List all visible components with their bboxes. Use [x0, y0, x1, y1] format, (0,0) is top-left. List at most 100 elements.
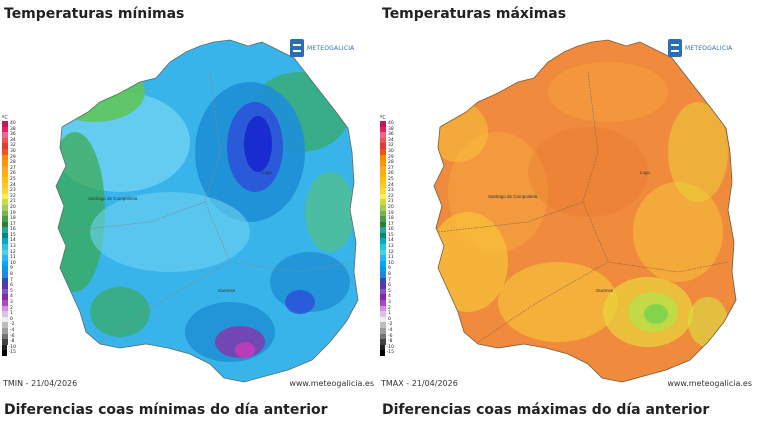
legend-label: 23 [10, 188, 16, 194]
legend-label: -6 [10, 333, 15, 339]
legend-swatch [380, 316, 386, 323]
place-label-santiago: Santiago de Compostela [88, 196, 138, 201]
temperature-zone [548, 62, 668, 122]
temperature-zone [56, 62, 145, 122]
legend-entry: -2 [380, 322, 394, 328]
legend-swatch [380, 238, 386, 245]
legend-label: 14 [10, 238, 16, 244]
source-link[interactable]: www.meteogalicia.es [667, 379, 752, 388]
legend-entry: 28 [2, 160, 16, 166]
legend-entry: 19 [2, 210, 16, 217]
legend-label: 29 [10, 154, 16, 160]
legend-label: 15 [10, 232, 16, 238]
legend-label: 40 [388, 121, 394, 126]
legend-entry: 0 [380, 316, 394, 323]
province-border [204, 71, 351, 273]
legend-swatch [380, 327, 386, 334]
legend-label: 17 [10, 221, 16, 227]
legend-entry: 6 [380, 283, 394, 289]
legend-entry: 5 [2, 288, 16, 295]
panel-title: Temperaturas mínimas [4, 6, 185, 22]
legend-entry: 1 [2, 311, 16, 317]
legend-swatch [2, 277, 8, 284]
legend-swatch [2, 154, 8, 161]
meteogalicia-logo-icon [290, 39, 304, 57]
legend-label: -2 [10, 322, 15, 328]
legend-label: 26 [10, 171, 16, 177]
legend-label: 40 [10, 121, 16, 126]
legend-swatch [2, 255, 8, 261]
legend-swatch [2, 216, 8, 222]
legend-swatch [380, 176, 386, 183]
legend-label: 29 [388, 154, 394, 160]
legend-swatch [2, 244, 8, 250]
legend-entry: 19 [380, 210, 394, 217]
legend-swatch [2, 160, 8, 166]
place-label-lugo: Lugo [640, 170, 651, 175]
legend-entry: 26 [380, 171, 394, 177]
temperature-zone [90, 287, 150, 337]
legend-entry: 25 [380, 176, 394, 183]
legend-swatch [380, 137, 386, 144]
legend-label: 25 [10, 176, 16, 182]
legend-label: 3 [388, 300, 391, 305]
legend-entry: 30 [2, 148, 16, 155]
legend-swatch [380, 350, 385, 356]
legend-swatch [2, 333, 8, 340]
place-label-santiago: Santiago de Compostela [488, 194, 538, 199]
legend-swatch [2, 300, 8, 306]
legend-entry: 30 [380, 148, 394, 155]
legend-swatch [2, 227, 8, 233]
legend-swatch [380, 300, 386, 306]
legend-swatch [2, 288, 8, 295]
temperature-zone [434, 212, 508, 312]
legend-entry: 6 [2, 283, 16, 289]
legend-swatch [2, 339, 8, 345]
temperature-zone [56, 132, 105, 292]
legend-entry: -2 [2, 322, 16, 328]
legend-entry: 27 [380, 165, 394, 172]
temperature-zone [633, 182, 723, 282]
legend-label: 0 [10, 316, 13, 322]
legend-entry: -8 [2, 339, 16, 345]
legend-label: 4 [10, 294, 13, 300]
legend-label: 19 [10, 210, 16, 216]
panel-tmax: Temperaturas máximas Santiago de Compost… [378, 0, 762, 421]
legend-label: 13 [388, 244, 394, 250]
legend-swatch [2, 132, 8, 138]
legend-entry: 9 [380, 266, 394, 273]
meteogalicia-logo[interactable]: METEOGALICIA [290, 38, 354, 58]
legend-label: 0 [388, 316, 391, 322]
legend-swatch [2, 171, 8, 177]
temperature-zone [90, 192, 250, 272]
legend-swatch [380, 260, 386, 267]
legend-label: 32 [388, 143, 394, 149]
legend-label: 36 [388, 132, 394, 138]
legend-unit: ºC [2, 115, 8, 121]
map-tmax: Santiago de Compostela Lugo Ourense [378, 32, 762, 392]
legend-label: 22 [10, 193, 16, 199]
place-label-ourense: Ourense [218, 288, 236, 293]
legend-entry: 16 [2, 227, 16, 233]
legend-label: 3 [10, 300, 13, 305]
map-caption: TMAX - 21/04/2026 [381, 379, 458, 388]
legend-label: 13 [10, 244, 16, 250]
legend-label: 26 [388, 171, 394, 177]
temperature-zone [668, 102, 728, 202]
legend-swatch [380, 154, 386, 161]
legend-swatch [380, 272, 386, 278]
legend-swatch [2, 305, 8, 312]
legend-entry: 36 [380, 132, 394, 138]
legend-entry: -8 [380, 339, 394, 345]
legend-entry: 21 [2, 199, 16, 205]
legend-entry: 8 [380, 272, 394, 278]
legend-swatch [380, 227, 386, 233]
legend-label: 24 [10, 182, 16, 188]
legend-entry: -4 [2, 327, 16, 334]
legend-entry: 32 [2, 143, 16, 149]
meteogalicia-logo[interactable]: METEOGALICIA [668, 38, 732, 58]
legend-swatch [380, 160, 386, 166]
legend-swatch [2, 148, 8, 155]
legend-entry: 7 [380, 277, 394, 284]
source-link[interactable]: www.meteogalicia.es [289, 379, 374, 388]
